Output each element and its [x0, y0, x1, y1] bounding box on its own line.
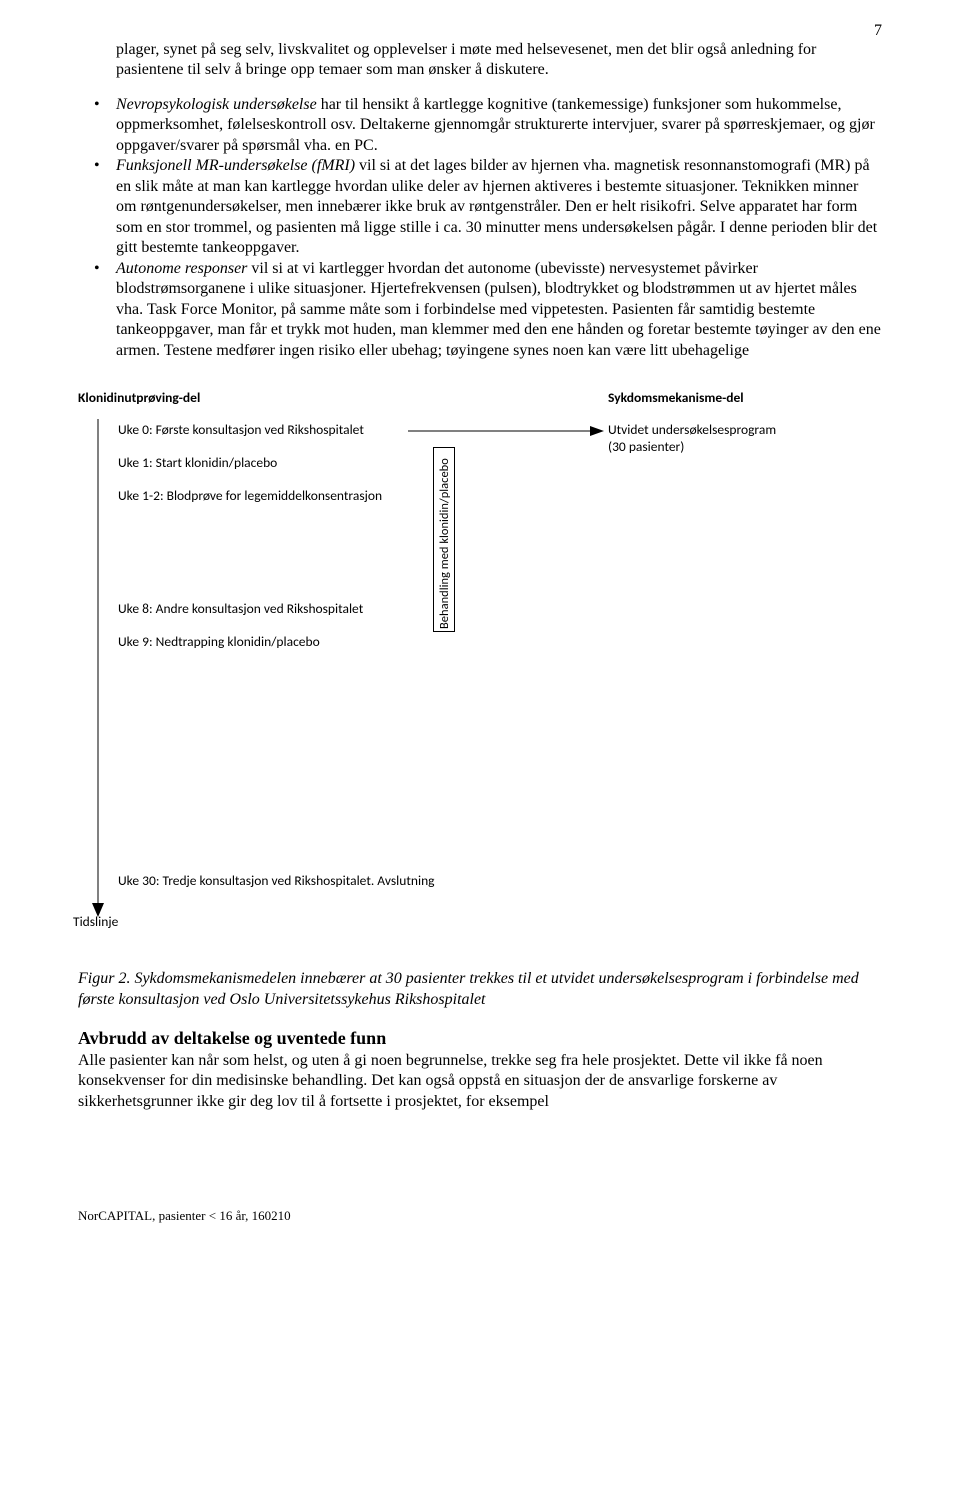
- schedule-uke0: Uke 0: Første konsultasjon ved Rikshospi…: [118, 421, 435, 438]
- bullet-1-label: Nevropsykologisk undersøkelse: [116, 96, 317, 113]
- left-schedule-items: Uke 0: Første konsultasjon ved Rikshospi…: [118, 421, 435, 889]
- section-heading: Avbrudd av deltakelse og uventede funn: [78, 1028, 882, 1049]
- page-footer: NorCAPITAL, pasienter < 16 år, 160210: [78, 1208, 882, 1224]
- schedule-diagram: Klonidinutprøving-del Sykdomsmekanisme-d…: [78, 389, 882, 949]
- horizontal-arrow-icon: [408, 425, 604, 437]
- schedule-uke9: Uke 9: Nedtrapping klonidin/placebo: [118, 633, 435, 650]
- figure-caption: Figur 2. Sykdomsmekanismedelen innebærer…: [78, 969, 882, 1010]
- left-column-title: Klonidinutprøving-del: [78, 389, 200, 406]
- timeline-label: Tidslinje: [73, 913, 118, 930]
- bullet-item-3: Autonome responser vil si at vi kartlegg…: [78, 259, 882, 361]
- bullet-2-label: Funksjonell MR-undersøkelse (fMRI): [116, 157, 355, 174]
- treatment-box-label: Behandling med klonidin/placebo: [437, 458, 452, 629]
- bullet-item-2: Funksjonell MR-undersøkelse (fMRI) vil s…: [78, 156, 882, 258]
- document-page: 7 plager, synet på seg selv, livskvalite…: [0, 0, 960, 1254]
- right-line-1: Utvidet undersøkelsesprogram: [608, 421, 776, 438]
- timeline-arrow-icon: [89, 419, 107, 917]
- bullet-item-1: Nevropsykologisk undersøkelse har til he…: [78, 95, 882, 156]
- section-body: Alle pasienter kan når som helst, og ute…: [78, 1051, 882, 1112]
- intro-paragraph: plager, synet på seg selv, livskvalitet …: [116, 40, 882, 81]
- right-column-title: Sykdomsmekanisme-del: [608, 389, 744, 406]
- bullet-3-label: Autonome responser: [116, 260, 247, 277]
- bullet-list: Nevropsykologisk undersøkelse har til he…: [78, 95, 882, 361]
- schedule-uke8: Uke 8: Andre konsultasjon ved Rikshospit…: [118, 600, 435, 617]
- page-number: 7: [874, 22, 882, 40]
- schedule-uke30: Uke 30: Tredje konsultasjon ved Rikshosp…: [118, 872, 435, 889]
- schedule-uke12: Uke 1-2: Blodprøve for legemiddelkonsent…: [118, 487, 435, 504]
- schedule-uke1: Uke 1: Start klonidin/placebo: [118, 454, 435, 471]
- right-schedule-items: Utvidet undersøkelsesprogram (30 pasient…: [608, 421, 776, 455]
- right-line-2: (30 pasienter): [608, 438, 776, 455]
